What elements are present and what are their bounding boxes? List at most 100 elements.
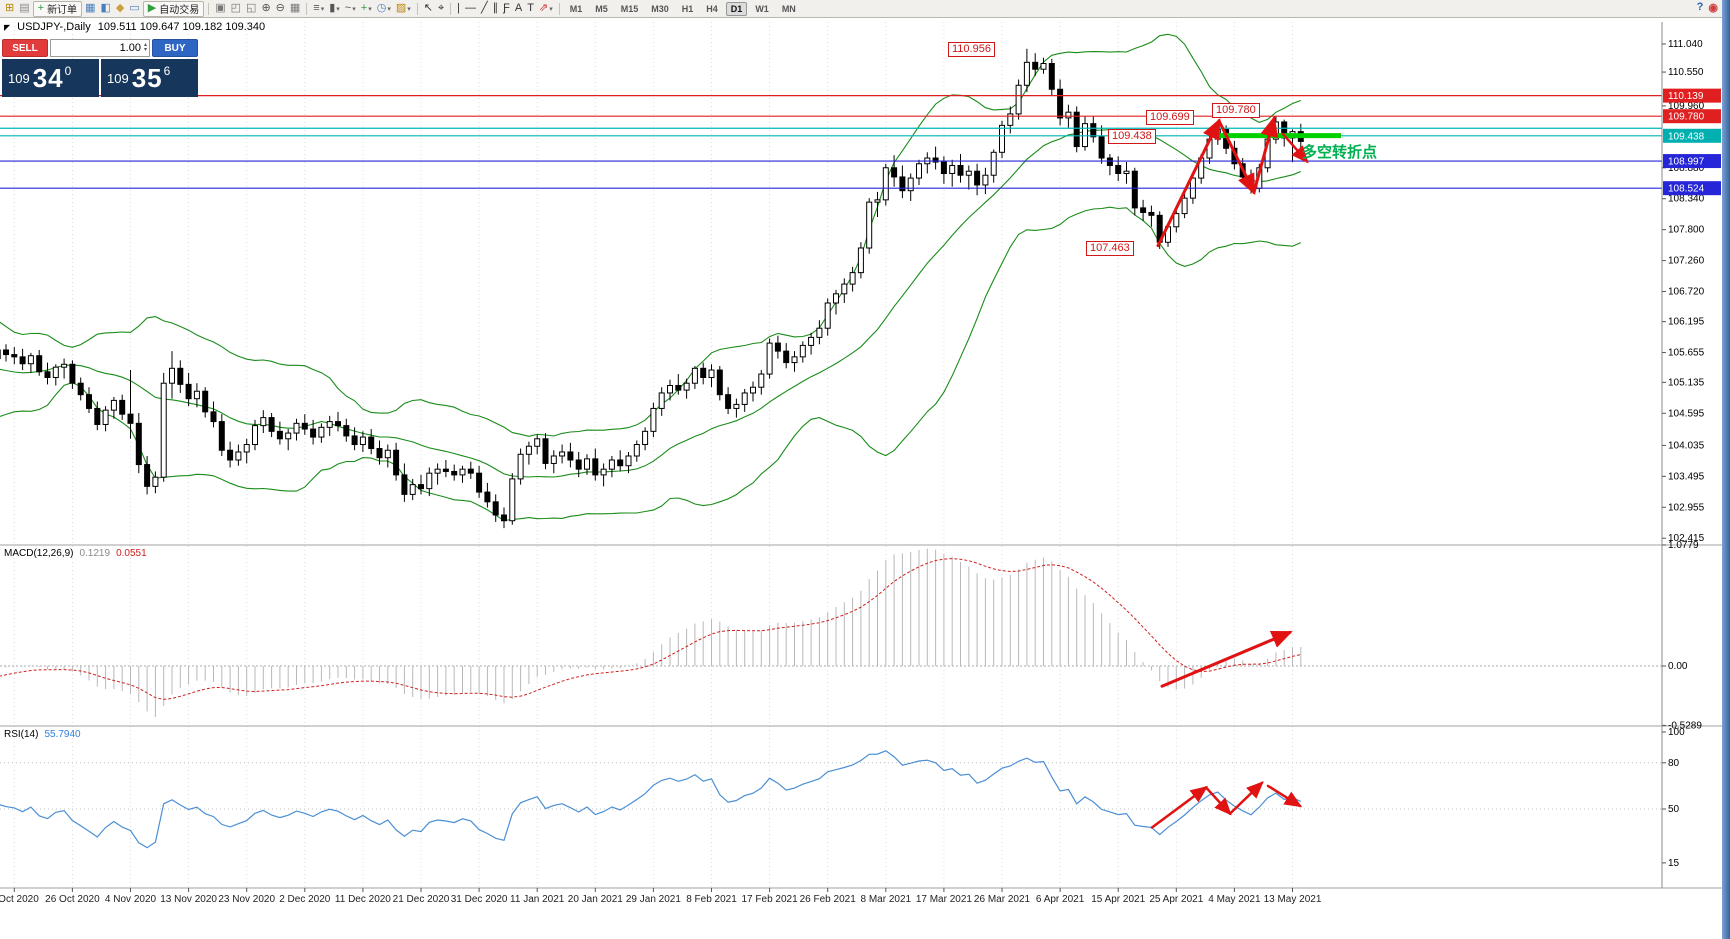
price-line-badge (1663, 109, 1721, 124)
crosshair-icon: ⌖ (437, 2, 445, 14)
timeframe-m5[interactable]: M5 (595, 3, 608, 14)
periods-button[interactable]: ◷ ▾ (375, 1, 393, 17)
new-order-button[interactable]: + 新订单 (32, 0, 83, 17)
price-line-badge-label: 110.139 (1668, 91, 1704, 102)
timeframe-m30[interactable]: M30 (651, 3, 669, 14)
bar-chart-button[interactable]: ≡ ▾ (311, 1, 326, 17)
timeframe-h4[interactable]: H4 (706, 3, 718, 14)
label-icon[interactable]: T (525, 1, 536, 17)
tile-vertical-icon[interactable]: ◱ (244, 1, 258, 17)
grid-icon: ▦ (289, 2, 301, 14)
price-axis-label: 102.415 (1668, 533, 1705, 544)
volume-up-button[interactable]: ▴ (143, 42, 147, 48)
window-right-border (1722, 0, 1730, 939)
grid-icon[interactable]: ▦ (288, 1, 302, 17)
price-axis-label: 107.800 (1668, 225, 1705, 236)
timeframe-m15[interactable]: M15 (620, 3, 639, 14)
zoom-out-icon[interactable]: ⊖ (274, 1, 287, 17)
rsi-axis-label: 15 (1668, 858, 1680, 869)
new-order-button-label: 新订单 (47, 5, 78, 16)
vertical-line-icon[interactable]: | (455, 1, 462, 17)
price-axis-label: 103.495 (1668, 471, 1705, 482)
date-axis-label: 4 May 2021 (1208, 894, 1261, 905)
tile-horizontal-icon: ◰ (230, 2, 242, 14)
cascade-windows-icon: ▣ (215, 2, 226, 14)
timeframe-w1[interactable]: W1 (755, 3, 769, 14)
chevron-down-icon: ▾ (368, 5, 372, 13)
rsi-axis-label: 100 (1668, 727, 1685, 738)
price-axis-label: 106.195 (1668, 317, 1705, 328)
market-watch-icon[interactable]: ▦ (83, 1, 97, 17)
chevron-down-icon: ▾ (549, 5, 553, 13)
charts-icon[interactable]: ⊞ (3, 1, 16, 17)
trend-arrows (1150, 115, 1309, 829)
periods-icon: ◷ (376, 2, 387, 14)
zoom-out-icon: ⊖ (275, 2, 285, 14)
price-axis-label: 109.960 (1668, 101, 1705, 112)
templates-icon: ▨ (395, 2, 407, 14)
macd-axis-label: 0.00 (1668, 661, 1688, 672)
indicators-button[interactable]: + ▾ (359, 1, 374, 17)
trendline-icon[interactable]: ╱ (479, 1, 490, 17)
toolbar-separator (208, 2, 210, 15)
templates-button[interactable]: ▨ ▾ (394, 1, 413, 17)
community-icon[interactable]: ◉ (1708, 2, 1718, 14)
macd-signal-value: 0.0551 (116, 548, 147, 559)
macd-title: MACD(12,26,9) (4, 548, 74, 559)
timeframe-m1[interactable]: M1 (569, 3, 583, 14)
toolbar-separator (306, 2, 308, 15)
charts-icon: ⊞ (5, 2, 15, 14)
macd-main-value: 0.1219 (79, 548, 111, 559)
date-axis-label: 26 Mar 2021 (974, 894, 1031, 905)
macd-label: MACD(12,26,9) 0.1219 0.0551 (4, 548, 147, 559)
buy-button[interactable]: BUY (152, 39, 198, 57)
symbol-period-label: USDJPY-,Daily (17, 21, 91, 33)
price-axis-label: 108.880 (1668, 163, 1705, 174)
horizontal-line-icon[interactable]: ― (463, 1, 478, 17)
text-icon: A (514, 2, 523, 14)
trendline-icon: ╱ (481, 2, 488, 14)
profiles-icon[interactable]: ▤ (17, 1, 31, 17)
text-icon[interactable]: A (513, 1, 524, 17)
candlestick-chart-icon: ▮ (329, 2, 336, 14)
arrows-button[interactable]: ⇗ ▾ (537, 1, 555, 17)
date-axis-label: 6 Oct 2020 (0, 894, 39, 905)
volume-stepper: ▴ ▾ (143, 42, 147, 53)
cursor-icon[interactable]: ↖ (422, 1, 435, 17)
panel-frame (0, 22, 1722, 889)
price-axis-label: 111.040 (1668, 39, 1703, 50)
market-watch-icon: ▦ (85, 2, 96, 14)
line-chart-button[interactable]: ~ ▾ (343, 1, 358, 17)
candlestick-chart-button[interactable]: ▮ ▾ (327, 1, 342, 17)
auto-trading-button[interactable]: ▶ 自动交易 (142, 0, 205, 17)
auto-trading-icon: ▶ (147, 2, 157, 14)
help-icon[interactable]: ? (1696, 1, 1704, 13)
sell-price-pips: 34 (32, 62, 64, 93)
buy-price-button[interactable]: 109 35 6 (101, 59, 198, 97)
cursor-icon: ↖ (423, 2, 433, 14)
data-window-icon[interactable]: ◧ (98, 1, 112, 17)
timeframe-d1[interactable]: D1 (725, 1, 748, 16)
bollinger-bands (0, 33, 1302, 522)
cascade-windows-icon[interactable]: ▣ (213, 1, 227, 17)
macd-axis-label: -0.5289 (1668, 720, 1702, 731)
volume-field[interactable]: 1.00 ▴ ▾ (50, 39, 150, 57)
terminal-icon[interactable]: ▭ (127, 1, 141, 17)
sell-button[interactable]: SELL (2, 39, 48, 57)
navigator-icon[interactable]: ◆ (114, 1, 126, 17)
timeframe-mn[interactable]: MN (781, 3, 796, 14)
bar-chart-icon: ≡ (313, 2, 320, 14)
date-axis-label: 26 Oct 2020 (45, 894, 100, 905)
timeframe-h1[interactable]: H1 (681, 3, 694, 14)
sell-price-button[interactable]: 109 34 0 (2, 59, 99, 97)
volume-down-button[interactable]: ▾ (143, 47, 147, 53)
channel-icon[interactable]: ∥ (491, 1, 501, 17)
annotation-low: 107.463 (1086, 241, 1134, 256)
crosshair-icon[interactable]: ⌖ (436, 1, 446, 17)
tile-horizontal-icon[interactable]: ◰ (229, 1, 243, 17)
fibonacci-icon[interactable]: Ƒ (501, 1, 512, 17)
buy-price-big-figure: 109 (107, 70, 129, 86)
chart-marker-icon: ◤ (4, 22, 11, 32)
zoom-in-icon[interactable]: ⊕ (259, 1, 272, 17)
